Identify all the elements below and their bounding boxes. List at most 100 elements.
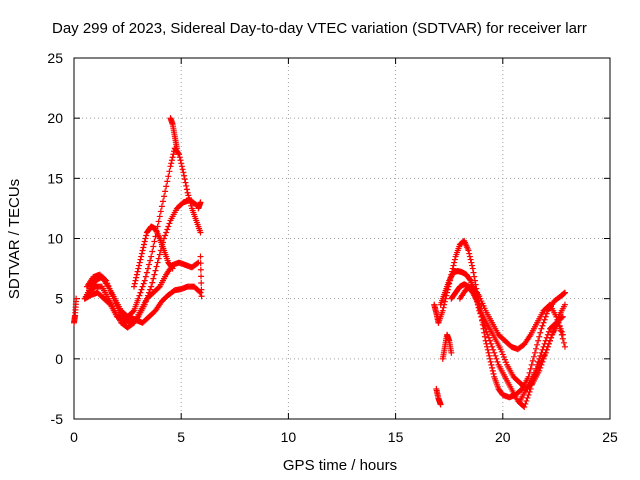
data-point [135, 295, 142, 302]
data-point [494, 358, 501, 365]
data-point [133, 274, 140, 281]
data-point [521, 403, 528, 410]
y-tick-label: 20 [47, 110, 63, 126]
data-point [107, 288, 114, 295]
data-point [503, 359, 510, 366]
data-point [540, 319, 547, 326]
data-point [103, 277, 110, 284]
data-point [147, 257, 154, 264]
data-point [161, 193, 168, 200]
data-point [526, 388, 533, 395]
data-point [554, 316, 561, 323]
data-point [142, 273, 149, 280]
data-point [179, 166, 186, 173]
data-point [524, 394, 531, 401]
data-point [522, 400, 529, 407]
data-point [561, 343, 568, 350]
series-track-12 [516, 319, 568, 404]
data-point [541, 316, 548, 323]
data-point [102, 276, 109, 283]
data-point [144, 265, 151, 272]
data-point [178, 160, 185, 167]
data-point [168, 160, 175, 167]
y-tick-label: 0 [55, 351, 63, 367]
data-point [561, 301, 568, 308]
data-point [484, 346, 491, 353]
data-point [483, 328, 490, 335]
data-point [181, 172, 188, 179]
grid-lines [74, 58, 610, 419]
axis-ticks [73, 57, 611, 420]
data-point [184, 189, 191, 196]
data-point [166, 168, 173, 175]
data-point [164, 226, 171, 233]
data-point [466, 250, 473, 257]
data-point [159, 198, 166, 205]
data-point [527, 365, 534, 372]
data-point [156, 213, 163, 220]
data-point [148, 283, 155, 290]
data-point [155, 284, 162, 291]
series-track-5 [131, 223, 176, 290]
data-point [152, 267, 159, 274]
data-point [183, 186, 190, 193]
data-point [132, 277, 139, 284]
data-point [486, 337, 493, 344]
series-track-6 [167, 115, 180, 152]
series-track-17 [197, 253, 205, 300]
series-track-14 [433, 385, 444, 408]
x-tick-label: 20 [495, 429, 511, 445]
data-point [136, 262, 143, 269]
data-point [484, 343, 491, 350]
x-axis-label: GPS time / hours [283, 457, 397, 474]
data-point [439, 307, 446, 314]
data-point [185, 192, 192, 199]
data-point [451, 256, 458, 263]
data-point [466, 276, 473, 283]
data-point [168, 157, 175, 164]
data-point [180, 169, 187, 176]
data-point [149, 248, 156, 255]
y-tick-labels: -5 0 5 10 15 20 25 [47, 50, 63, 427]
data-point [150, 243, 157, 250]
data-point [556, 323, 563, 330]
series-track-11 [456, 283, 566, 353]
data-point [197, 289, 204, 296]
y-tick-label: 15 [47, 170, 63, 186]
data-point [167, 163, 174, 170]
data-point [140, 280, 147, 287]
data-point [165, 173, 172, 180]
data-point [104, 280, 111, 287]
data-point [148, 253, 155, 260]
data-point [535, 337, 542, 344]
x-tick-label: 15 [388, 429, 404, 445]
data-point [536, 333, 543, 340]
data-point [468, 259, 475, 266]
data-point [489, 343, 496, 350]
data-point [561, 290, 568, 297]
data-point [137, 256, 144, 263]
data-point [182, 179, 189, 186]
data-point [133, 271, 140, 278]
x-tick-label: 10 [281, 429, 297, 445]
series-track-15 [431, 301, 442, 326]
data-point [553, 313, 560, 320]
chart-title: Day 299 of 2023, Sidereal Day-to-day VTE… [52, 20, 587, 37]
data-point [485, 349, 492, 356]
data-point [471, 273, 478, 280]
data-point [176, 154, 183, 161]
data-point [435, 319, 442, 326]
data-point [449, 265, 456, 272]
y-tick-label: 25 [47, 50, 63, 66]
data-points [71, 115, 568, 410]
data-point [176, 151, 183, 158]
data-point [485, 334, 492, 341]
data-point [129, 308, 136, 315]
data-point [181, 176, 188, 183]
data-point [188, 202, 195, 209]
data-point [559, 335, 566, 342]
series-track-4 [81, 283, 204, 326]
data-point [492, 352, 499, 359]
data-point [138, 253, 145, 260]
